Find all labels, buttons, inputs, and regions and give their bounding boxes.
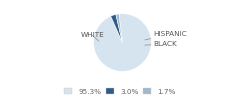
Text: WHITE: WHITE — [81, 32, 104, 41]
Text: HISPANIC: HISPANIC — [145, 31, 187, 40]
Legend: 95.3%, 3.0%, 1.7%: 95.3%, 3.0%, 1.7% — [64, 88, 176, 95]
Wedge shape — [111, 14, 122, 42]
Text: BLACK: BLACK — [145, 41, 177, 47]
Wedge shape — [116, 14, 122, 42]
Wedge shape — [94, 14, 151, 71]
